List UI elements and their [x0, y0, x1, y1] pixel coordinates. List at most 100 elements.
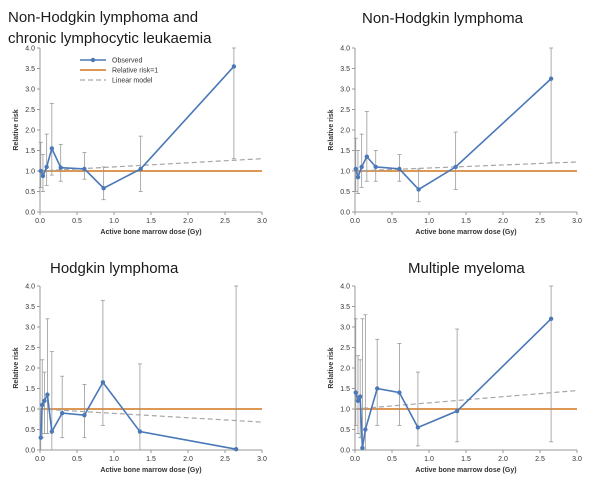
x-tick-label: 1.0 [109, 456, 119, 463]
chart-title: Hodgkin lymphoma [50, 260, 179, 277]
observed-point [360, 445, 365, 451]
observed-series-line [354, 318, 552, 449]
observed-point [454, 408, 460, 414]
y-tick-label: 4.0 [340, 284, 350, 291]
observed-point [138, 166, 143, 172]
chart-title: Non-Hodgkin lymphoma and [8, 9, 198, 26]
y-tick-label: 3.5 [25, 66, 35, 73]
y-tick-label: 1.0 [340, 407, 350, 414]
observed-point [453, 164, 458, 170]
observed-point [42, 398, 47, 403]
y-tick-label: 0.0 [340, 210, 350, 217]
observed-series-line [40, 65, 235, 190]
observed-point [231, 64, 237, 69]
observed-point [397, 390, 402, 395]
x-tick-label: 0.0 [350, 218, 360, 225]
x-tick-label: 1.0 [424, 456, 434, 463]
observed-point [82, 166, 87, 172]
observed-point [137, 429, 143, 434]
x-tick-label: 1.5 [461, 218, 471, 225]
y-tick-label: 0.5 [25, 427, 35, 434]
x-axis-label: Active bone marrow dose (Gy) [415, 467, 516, 474]
y-tick-label: 4.0 [340, 46, 350, 53]
y-tick-label: 1.5 [340, 148, 350, 155]
y-axis-label: Relative risk [13, 109, 20, 150]
observed-point [353, 390, 358, 395]
x-tick-label: 1.5 [146, 218, 156, 225]
observed-point [397, 166, 402, 172]
y-tick-label: 2.5 [340, 345, 350, 352]
observed-point [45, 392, 50, 397]
y-tick-label: 0.5 [340, 189, 350, 196]
x-tick-label: 0.5 [387, 456, 397, 463]
observed-point [233, 446, 239, 452]
observed-point [44, 164, 49, 170]
y-tick-label: 2.0 [340, 366, 350, 373]
x-tick-label: 2.5 [535, 218, 545, 225]
linear-model-line [354, 389, 578, 410]
x-tick-label: 2.5 [535, 456, 545, 463]
observed-point [49, 146, 55, 151]
legend: Observed Relative risk=1 Linear model [80, 58, 158, 85]
x-tick-label: 1.0 [109, 218, 119, 225]
observed-point [49, 429, 55, 434]
x-tick-label: 0.5 [387, 218, 397, 225]
observed-point [359, 164, 364, 170]
observed-point [40, 173, 46, 179]
y-tick-label: 2.0 [340, 128, 350, 135]
chart-title: Non-Hodgkin lymphoma [362, 10, 524, 27]
observed-point [58, 165, 63, 170]
y-tick-label: 2.5 [340, 107, 350, 114]
y-tick-label: 1.5 [25, 148, 35, 155]
observed-point [363, 427, 368, 432]
observed-series-line [39, 380, 237, 450]
x-tick-label: 2.5 [220, 218, 230, 225]
x-tick-label: 1.5 [146, 456, 156, 463]
y-axis-label: Relative risk [13, 347, 20, 388]
y-tick-label: 0.0 [25, 210, 35, 217]
x-tick-label: 1.0 [424, 218, 434, 225]
y-tick-label: 2.0 [25, 128, 35, 135]
y-tick-label: 2.5 [25, 107, 35, 114]
x-tick-label: 3.0 [572, 218, 582, 225]
x-tick-label: 2.0 [183, 456, 193, 463]
observed-point [357, 394, 363, 399]
x-axis-label: Active bone marrow dose (Gy) [100, 467, 201, 474]
x-tick-label: 0.0 [35, 218, 45, 225]
chart-title: Multiple myeloma [408, 260, 525, 277]
observed-point [548, 316, 554, 321]
x-tick-label: 3.0 [572, 456, 582, 463]
y-tick-label: 3.0 [25, 87, 35, 94]
observed-point [100, 380, 106, 385]
observed-point [60, 410, 65, 416]
linear-model-line [354, 161, 578, 172]
linear-model-line [39, 158, 263, 172]
linear-model-line [39, 408, 263, 423]
y-tick-label: 2.0 [25, 366, 35, 373]
x-axis-label: Active bone marrow dose (Gy) [415, 229, 516, 236]
y-tick-label: 3.5 [340, 304, 350, 311]
x-tick-label: 2.0 [498, 218, 508, 225]
observed-point [353, 166, 358, 172]
y-axis-label: Relative risk [328, 109, 335, 150]
y-tick-label: 0.0 [340, 448, 350, 455]
legend-observed-marker [90, 57, 96, 63]
chart-title: chronic lymphocytic leukaemia [8, 30, 212, 47]
y-tick-label: 2.5 [25, 345, 35, 352]
x-tick-label: 0.0 [35, 456, 45, 463]
y-tick-label: 0.5 [340, 427, 350, 434]
observed-point [40, 402, 45, 408]
y-tick-label: 1.0 [340, 169, 350, 176]
chart-panel-3: Hodgkin lymphoma 0.0 0.5 1.0 1.5 2.0 2.5 3.0 3.5… [13, 260, 267, 474]
observed-point [82, 412, 87, 418]
y-tick-label: 1.5 [340, 386, 350, 393]
y-tick-label: 0.5 [25, 189, 35, 196]
observed-point [373, 164, 378, 170]
y-axis-label: Relative risk [328, 347, 335, 388]
observed-point [548, 76, 554, 81]
y-tick-label: 1.0 [25, 407, 35, 414]
observed-point [415, 425, 421, 430]
legend-observed-label: Observed [112, 58, 142, 65]
observed-point [38, 168, 43, 174]
